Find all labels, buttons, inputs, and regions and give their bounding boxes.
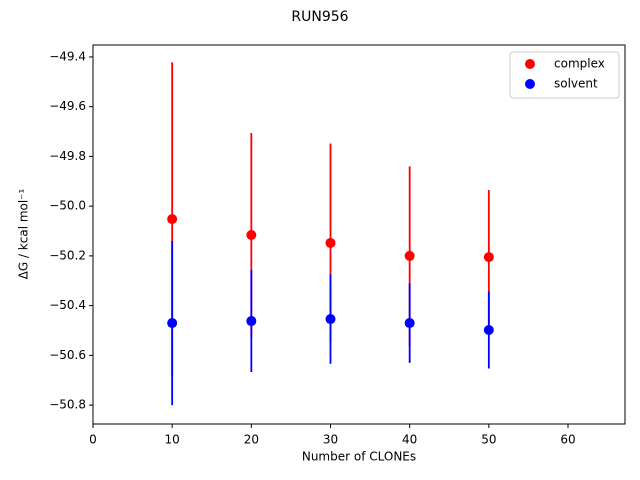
legend-marker — [525, 79, 535, 89]
y-tick-label: −50.0 — [49, 199, 86, 213]
legend-box — [509, 51, 620, 99]
y-tick-label: −50.4 — [49, 298, 86, 312]
y-tick-label: −49.8 — [49, 149, 86, 163]
legend: complex solvent — [509, 51, 620, 99]
legend-marker — [525, 59, 535, 69]
x-tick-label: 50 — [481, 433, 496, 447]
x-tick-label: 60 — [560, 433, 575, 447]
data-point — [483, 324, 494, 335]
x-tick-label: 20 — [244, 433, 259, 447]
data-point — [167, 214, 178, 225]
data-point — [404, 250, 415, 261]
data-point — [167, 318, 178, 329]
data-point — [246, 229, 257, 240]
chart-title: RUN956 — [291, 9, 348, 25]
legend-label: complex — [554, 57, 605, 71]
plot-frame — [92, 44, 626, 425]
y-axis-label: ΔG / kcal mol⁻¹ — [17, 188, 31, 279]
x-tick-label: 10 — [165, 433, 180, 447]
x-tick-label: 0 — [89, 433, 97, 447]
y-tick-label: −50.2 — [49, 248, 86, 262]
data-point — [404, 318, 415, 329]
y-tick-label: −50.8 — [49, 398, 86, 412]
data-point — [325, 237, 336, 248]
y-tick-label: −49.4 — [49, 49, 86, 63]
legend-label: solvent — [554, 77, 598, 91]
x-tick-label: 40 — [402, 433, 417, 447]
y-tick-label: −50.6 — [49, 348, 86, 362]
x-tick-label: 30 — [323, 433, 338, 447]
x-axis-label: Number of CLONEs — [302, 450, 416, 464]
data-point — [246, 316, 257, 327]
data-point — [325, 314, 336, 325]
y-tick-label: −49.6 — [49, 99, 86, 113]
data-point — [483, 252, 494, 263]
